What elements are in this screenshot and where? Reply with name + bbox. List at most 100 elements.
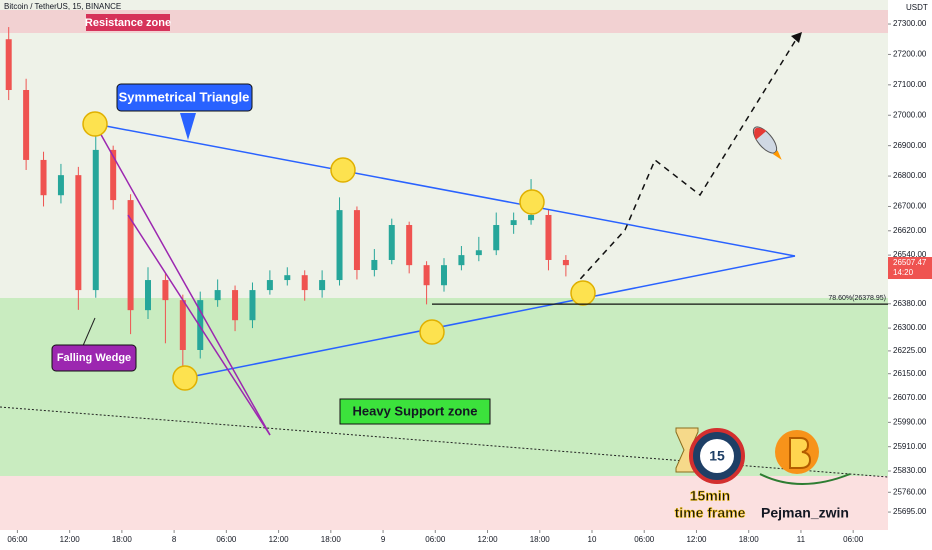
callout-tail — [180, 113, 196, 140]
candle-body — [23, 90, 30, 160]
x-tick-label: 11 — [797, 535, 806, 544]
x-tick-label: 18:00 — [739, 535, 760, 544]
y-tick-label: 26900.00 — [893, 141, 927, 150]
x-tick-label: 06:00 — [216, 535, 237, 544]
y-tick-label: 26800.00 — [893, 171, 927, 180]
last-price-tag — [888, 257, 932, 280]
candle-body — [162, 280, 169, 301]
y-tick-label: 25760.00 — [893, 487, 927, 496]
touch — [82, 111, 108, 137]
wedge-label: Falling Wedge — [57, 352, 131, 364]
candle-body — [528, 214, 535, 221]
x-tick-label: 12:00 — [269, 535, 290, 544]
x-tick-label: 10 — [588, 535, 597, 544]
triangle-lower — [184, 255, 796, 379]
y-tick-label: 27200.00 — [893, 50, 927, 59]
y-tick-label: 27000.00 — [893, 110, 927, 119]
resistance-zone — [0, 10, 888, 33]
candle-body — [510, 220, 517, 226]
candle-body — [319, 280, 326, 291]
chart-title: Bitcoin / TetherUS, 15, BINANCE — [4, 2, 121, 11]
candle-body — [110, 149, 117, 201]
drawings: Symmetrical Triangle Falling Wedge Resis… — [0, 14, 889, 521]
support-zone — [0, 298, 888, 476]
x-tick-label: 8 — [172, 535, 177, 544]
timeframe-label: 15min — [690, 488, 730, 504]
candle-body — [458, 255, 465, 266]
candle-body — [284, 275, 291, 281]
countdown-label: 14:20 — [893, 268, 914, 277]
y-tick-label: 26540.00 — [893, 250, 927, 259]
y-tick-label: 25990.00 — [893, 417, 927, 426]
last-price-label: 26507.47 — [893, 258, 927, 267]
arrow-head — [791, 32, 802, 43]
y-tick-label: 27100.00 — [893, 80, 927, 89]
resistance-label: Resistance zone — [85, 17, 171, 29]
candle-body — [493, 225, 500, 251]
candle-body — [475, 250, 482, 256]
candle-body — [441, 265, 447, 286]
y-tick-label: 26150.00 — [893, 369, 927, 378]
touch — [570, 280, 596, 306]
fib-label: 78.60%(26378.95) — [828, 295, 886, 302]
touch — [519, 189, 545, 215]
touch — [330, 157, 356, 183]
triangle-callout — [116, 83, 253, 112]
candle-body — [336, 210, 343, 281]
triangle-upper — [94, 123, 796, 257]
candle-body — [127, 200, 134, 311]
wedge-upper — [94, 123, 271, 436]
candle-body — [75, 175, 82, 291]
y-tick-label: 26225.00 — [893, 346, 927, 355]
support-label: Heavy Support zone — [353, 403, 478, 418]
clock-label: 15 — [709, 448, 725, 464]
time-axis — [0, 530, 888, 550]
x-tick-label: 18:00 — [530, 535, 551, 544]
candle-body — [266, 280, 273, 291]
y-tick-label: 26070.00 — [893, 393, 927, 402]
candle-body — [92, 149, 99, 291]
rocket — [752, 126, 782, 160]
x-tick-label: 12:00 — [686, 535, 707, 544]
lower-zone — [0, 476, 888, 530]
y-axis-label: USDT — [906, 3, 928, 12]
candle-body — [145, 280, 151, 311]
touch — [172, 365, 198, 391]
candle-body — [301, 275, 308, 291]
x-tick-label: 06:00 — [7, 535, 28, 544]
clock-icon — [675, 427, 745, 484]
x-tick-label: 12:00 — [60, 535, 81, 544]
x-tick-label: 12:00 — [478, 535, 499, 544]
axes: 27300.00 27200.00 27100.00 27000.00 26900.00… — [7, 19, 932, 544]
y-tick-label: 25910.00 — [893, 442, 927, 451]
y-tick-label: 27300.00 — [893, 19, 927, 28]
wedge-callout — [51, 344, 137, 372]
touch — [419, 319, 445, 345]
resistance-callout — [86, 14, 170, 31]
candle-body — [57, 175, 64, 196]
candle-body — [562, 259, 569, 266]
x-tick-label: 18:00 — [321, 535, 342, 544]
support-callout — [339, 398, 491, 425]
y-tick-label: 26620.00 — [893, 226, 927, 235]
x-tick-label: 06:00 — [843, 535, 864, 544]
author-label: Pejman_zwin — [761, 505, 849, 521]
y-tick-label: 25695.00 — [893, 507, 927, 516]
candle-body — [40, 159, 47, 196]
x-tick-label: 06:00 — [634, 535, 655, 544]
candle-body — [179, 300, 186, 350]
y-tick-label: 26380.00 — [893, 299, 927, 308]
y-tick-label: 26700.00 — [893, 202, 927, 211]
x-tick-label: 9 — [381, 535, 386, 544]
logo — [759, 430, 851, 485]
x-tick-label: 18:00 — [112, 535, 133, 544]
candle-body — [545, 214, 552, 260]
candle-body — [406, 225, 413, 266]
y-tick-label: 26300.00 — [893, 323, 927, 332]
y-tick-label: 25830.00 — [893, 466, 927, 475]
candle-body — [423, 265, 430, 286]
candle-body — [5, 39, 12, 91]
touch-points — [82, 111, 596, 391]
timeframe-label: time frame — [675, 505, 746, 521]
